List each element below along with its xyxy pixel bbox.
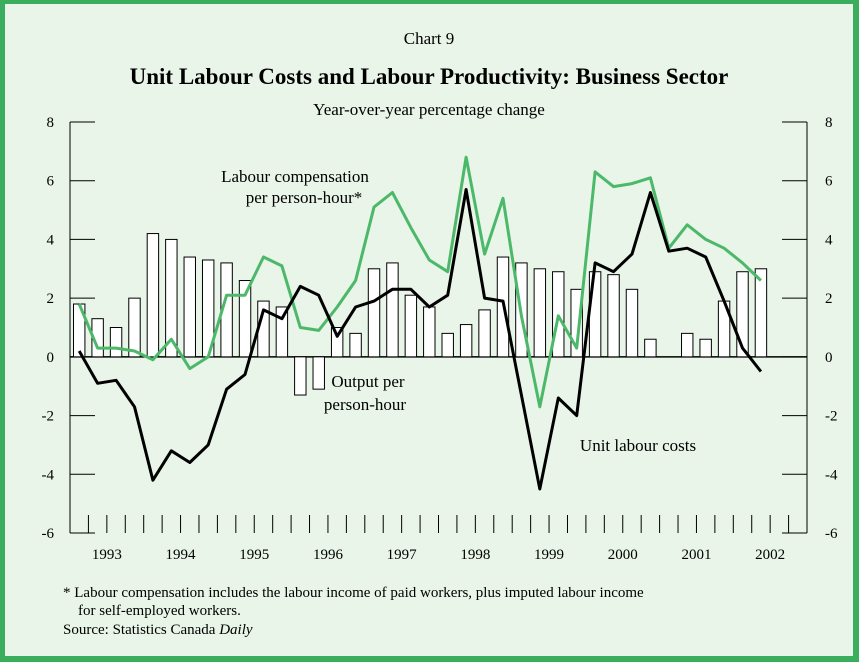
label-compensation-line2: per person-hour* (246, 188, 363, 207)
bar-output-per-hour (183, 256, 196, 358)
bar-output-per-hour (625, 288, 639, 358)
bar-output-per-hour (146, 233, 160, 358)
bar-output-per-hour (367, 268, 381, 358)
x-year-label: 2000 (608, 547, 638, 563)
y-tick-label-left: -6 (42, 526, 55, 542)
x-year-label: 1996 (313, 547, 344, 563)
source-note: Source: Statistics Canada Daily (63, 622, 253, 639)
y-tick-label-left: 0 (47, 350, 55, 366)
chart-subtitle: Year-over-year percentage change (313, 100, 545, 119)
bar-output-per-hour (607, 274, 620, 358)
labels-layer: Labour compensation per person-hour* Outpu… (221, 167, 696, 455)
chart-title: Unit Labour Costs and Labour Productivit… (129, 64, 729, 89)
label-compensation-line1: Labour compensation (221, 167, 369, 186)
x-year-label: 1995 (239, 547, 269, 563)
y-tick-label-right: 2 (825, 291, 833, 307)
footnote-line-2: for self-employed workers. (78, 603, 241, 619)
y-tick-label-left: -2 (42, 409, 55, 425)
bar-output-per-hour (681, 332, 694, 358)
bar-output-per-hour (533, 268, 547, 358)
x-year-label: 2001 (681, 547, 711, 563)
x-year-label: 1998 (460, 547, 490, 563)
footnote-line-1: * Labour compensation includes the labou… (63, 585, 644, 601)
bar-output-per-hour (459, 324, 473, 358)
bar-output-per-hour (478, 309, 491, 358)
y-tick-label-left: 2 (47, 291, 55, 307)
bar-output-per-hour (275, 306, 289, 358)
bar-output-per-hour (165, 238, 178, 358)
label-unit-labour-costs: Unit labour costs (580, 436, 696, 455)
y-tick-label-right: -2 (825, 409, 838, 425)
chart-number: Chart 9 (403, 29, 455, 48)
bar-output-per-hour (552, 271, 565, 358)
label-output-line2: person-hour (324, 395, 406, 414)
bar-output-per-hour (699, 338, 712, 358)
bar-output-per-hour (404, 294, 418, 358)
bar-output-per-hour (330, 327, 344, 358)
x-year-label: 1994 (166, 547, 197, 563)
bar-output-per-hour (736, 271, 749, 358)
y-tick-label-left: 6 (47, 174, 55, 190)
x-year-label: 2002 (755, 547, 785, 563)
x-year-label: 1997 (387, 547, 418, 563)
bar-output-per-hour (441, 332, 454, 358)
bar-output-per-hour (570, 288, 583, 358)
y-tick-label-left: -4 (42, 467, 55, 483)
bar-output-per-hour (312, 356, 325, 390)
y-tick-label-right: 4 (825, 232, 833, 248)
y-tick-label-right: -4 (825, 467, 838, 483)
y-tick-label-right: 0 (825, 350, 833, 366)
bar-output-per-hour (238, 280, 252, 358)
chart-panel: Chart 9 Unit Labour Costs and Labour Pro… (5, 4, 853, 656)
y-tick-label-right: -6 (825, 526, 838, 542)
footnote: * Labour compensation includes the labou… (63, 584, 644, 620)
source-prefix: Source: Statistics Canada (63, 622, 220, 638)
bars-layer (73, 233, 768, 396)
bar-output-per-hour (128, 297, 141, 358)
bar-output-per-hour (754, 268, 768, 358)
y-tick-label-left: 8 (47, 115, 55, 131)
x-year-label: 1999 (534, 547, 564, 563)
bar-output-per-hour (644, 338, 657, 358)
x-year-label: 1993 (92, 547, 122, 563)
y-tick-label-right: 8 (825, 115, 833, 131)
label-output-line1: Output per (331, 372, 405, 391)
bar-output-per-hour (294, 356, 307, 396)
bar-output-per-hour (386, 262, 399, 358)
bar-output-per-hour (349, 332, 362, 358)
y-tick-label-right: 6 (825, 174, 833, 190)
bar-output-per-hour (109, 327, 123, 358)
source-publication: Daily (219, 622, 253, 638)
bar-output-per-hour (423, 306, 436, 358)
lines-layer (77, 155, 763, 491)
y-tick-label-left: 4 (47, 232, 55, 248)
line-unit-labour-costs (77, 188, 763, 491)
line-labour-compensation (77, 155, 762, 409)
chart-plot: -6 -6 -4 -4 -2 -2 0 0 2 2 4 4 6 6 8 8 1993 1994 1995 1996 19… (42, 115, 838, 563)
